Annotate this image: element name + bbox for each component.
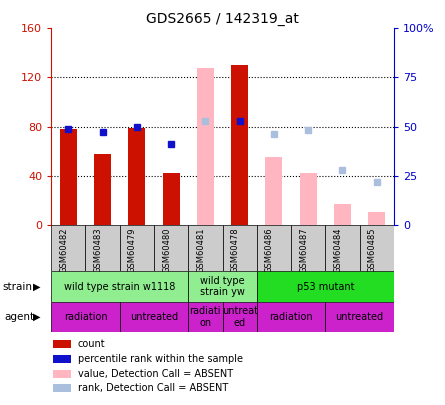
Text: GSM60480: GSM60480 — [162, 227, 171, 273]
Text: radiati
on: radiati on — [190, 306, 221, 328]
Text: wild type
strain yw: wild type strain yw — [200, 276, 245, 297]
Text: ▶: ▶ — [32, 312, 40, 322]
Text: ▶: ▶ — [32, 281, 40, 292]
Text: untreated: untreated — [130, 312, 178, 322]
Bar — [222, 225, 257, 271]
Text: GSM60481: GSM60481 — [196, 227, 206, 273]
Bar — [154, 225, 188, 271]
Text: GSM60487: GSM60487 — [299, 227, 308, 273]
Text: untreated: untreated — [336, 312, 384, 322]
Text: rank, Detection Call = ABSENT: rank, Detection Call = ABSENT — [78, 383, 228, 393]
Text: agent: agent — [4, 312, 35, 322]
Bar — [60, 129, 77, 225]
Text: p53 mutant: p53 mutant — [296, 281, 354, 292]
Bar — [162, 173, 180, 225]
Bar — [368, 213, 385, 225]
Text: value, Detection Call = ABSENT: value, Detection Call = ABSENT — [78, 369, 233, 379]
Text: wild type strain w1118: wild type strain w1118 — [64, 281, 175, 292]
Bar — [51, 271, 188, 302]
Text: GSM60483: GSM60483 — [93, 227, 103, 273]
Bar — [257, 302, 325, 332]
Text: GSM60482: GSM60482 — [59, 227, 69, 273]
Bar — [94, 153, 111, 225]
Text: GSM60478: GSM60478 — [231, 227, 240, 273]
Bar — [53, 355, 71, 363]
Bar — [360, 225, 394, 271]
Bar — [188, 271, 257, 302]
Bar — [51, 302, 120, 332]
Text: untreat
ed: untreat ed — [222, 306, 258, 328]
Bar — [120, 302, 188, 332]
Text: count: count — [78, 339, 105, 349]
Text: GSM60479: GSM60479 — [128, 227, 137, 273]
Bar — [222, 302, 257, 332]
Bar — [257, 225, 291, 271]
Bar — [53, 384, 71, 392]
Bar — [325, 225, 360, 271]
Bar — [85, 225, 120, 271]
Bar — [53, 369, 71, 377]
Bar — [265, 157, 283, 225]
Bar — [51, 225, 85, 271]
Bar — [197, 68, 214, 225]
Bar — [231, 65, 248, 225]
Bar — [325, 302, 394, 332]
Text: GSM60486: GSM60486 — [265, 227, 274, 273]
Text: GSM60485: GSM60485 — [368, 227, 376, 273]
Text: strain: strain — [2, 281, 32, 292]
Text: percentile rank within the sample: percentile rank within the sample — [78, 354, 243, 364]
Bar — [53, 340, 71, 348]
Text: radiation: radiation — [64, 312, 107, 322]
Bar — [128, 128, 146, 225]
Text: GSM60484: GSM60484 — [333, 227, 343, 273]
Bar — [291, 225, 325, 271]
Bar — [334, 204, 351, 225]
Bar — [299, 173, 317, 225]
Text: radiation: radiation — [269, 312, 313, 322]
Text: GDS2665 / 142319_at: GDS2665 / 142319_at — [146, 12, 299, 26]
Bar — [188, 225, 222, 271]
Bar — [120, 225, 154, 271]
Bar — [188, 302, 222, 332]
Bar — [257, 271, 394, 302]
